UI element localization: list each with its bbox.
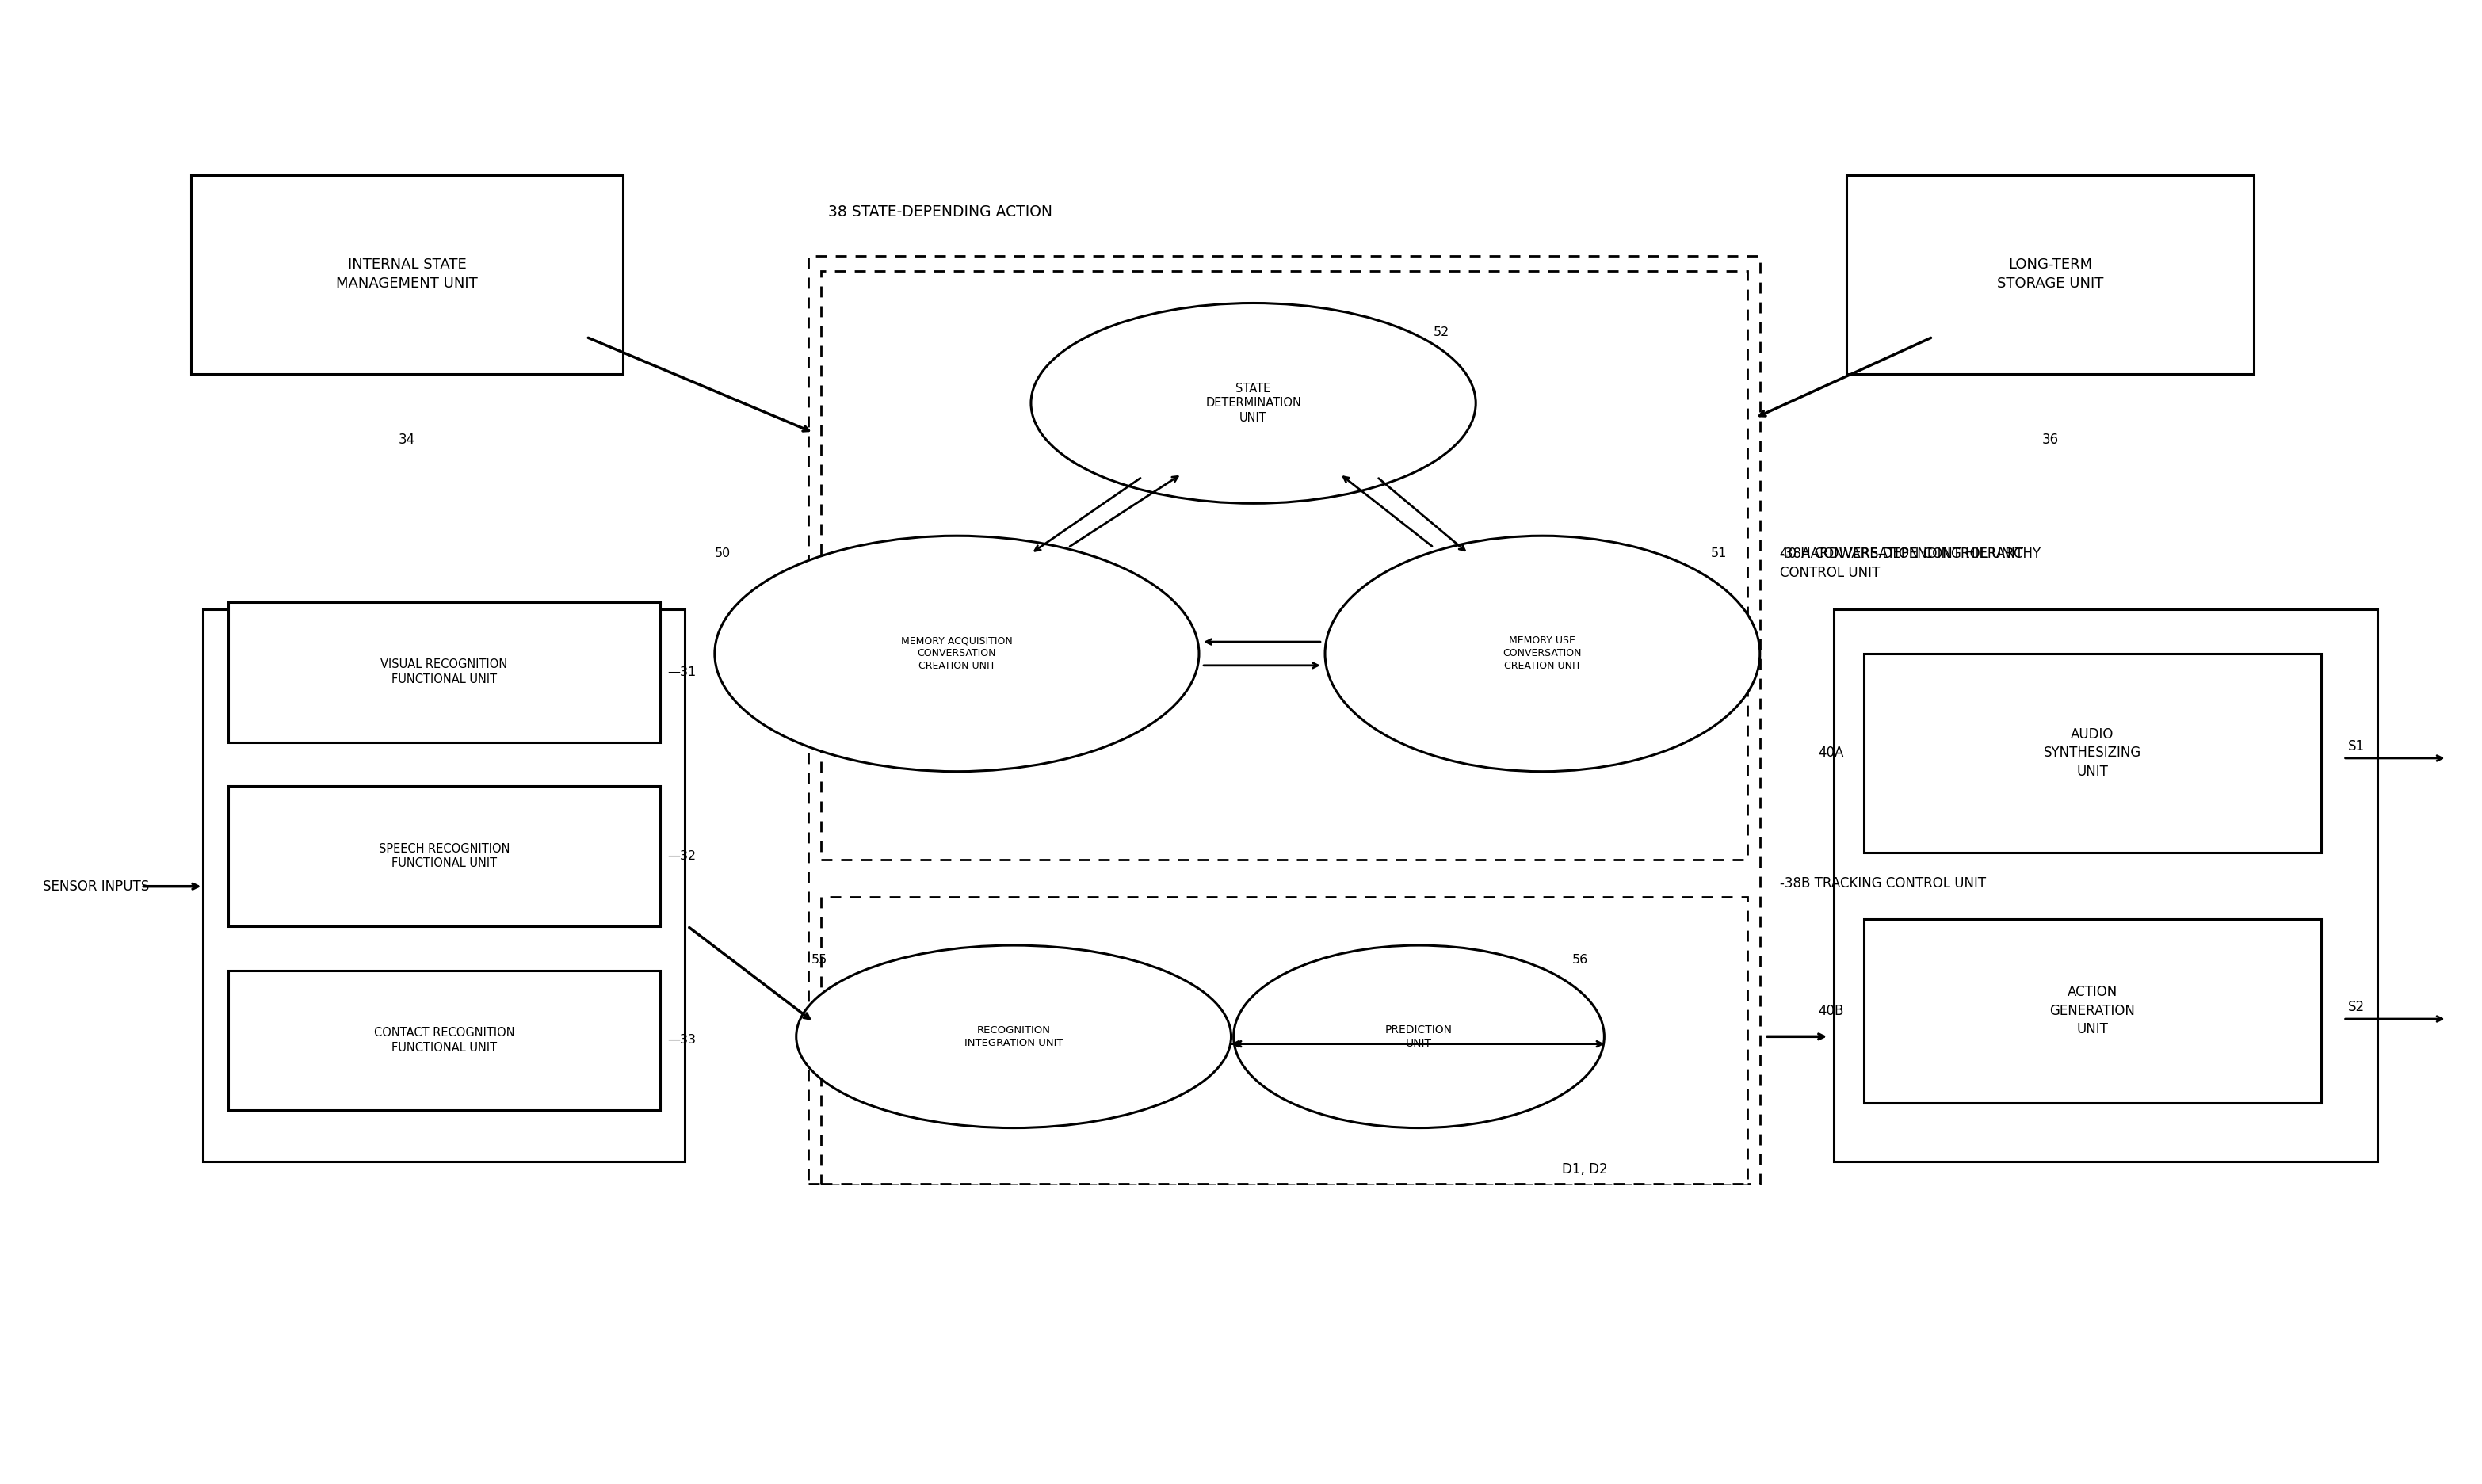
Bar: [228, 971, 660, 1110]
Ellipse shape: [1234, 945, 1603, 1128]
Text: D1, D2: D1, D2: [1561, 1162, 1608, 1177]
Text: -38B TRACKING CONTROL UNIT: -38B TRACKING CONTROL UNIT: [1780, 876, 1986, 890]
Text: 40 HARDWARE-DEPENDING HIERARCHY
CONTROL UNIT: 40 HARDWARE-DEPENDING HIERARCHY CONTROL …: [1780, 548, 2040, 580]
Text: LONG-TERM
STORAGE UNIT: LONG-TERM STORAGE UNIT: [1998, 258, 2102, 291]
Bar: [822, 896, 1747, 1184]
Text: INTERNAL STATE
MANAGEMENT UNIT: INTERNAL STATE MANAGEMENT UNIT: [335, 258, 479, 291]
Text: VISUAL RECOGNITION
FUNCTIONAL UNIT: VISUAL RECOGNITION FUNCTIONAL UNIT: [380, 659, 509, 686]
Text: MEMORY USE
CONVERSATION
CREATION UNIT: MEMORY USE CONVERSATION CREATION UNIT: [1504, 635, 1581, 671]
Text: S1: S1: [2348, 739, 2365, 754]
Text: SENSOR INPUTS: SENSOR INPUTS: [42, 879, 149, 893]
Text: 50: 50: [715, 548, 730, 559]
Text: PREDICTION
UNIT: PREDICTION UNIT: [1385, 1024, 1452, 1049]
Bar: [228, 603, 660, 742]
Text: MEMORY ACQUISITION
CONVERSATION
CREATION UNIT: MEMORY ACQUISITION CONVERSATION CREATION…: [901, 635, 1013, 671]
Bar: [228, 787, 660, 926]
Text: 40B: 40B: [1819, 1003, 1844, 1018]
Text: 40A: 40A: [1819, 746, 1844, 760]
Text: ACTION
GENERATION
UNIT: ACTION GENERATION UNIT: [2050, 985, 2135, 1037]
Bar: [822, 270, 1747, 859]
Text: 38 STATE-DEPENDING ACTION: 38 STATE-DEPENDING ACTION: [829, 203, 1052, 220]
Bar: [1847, 175, 2254, 374]
Text: 52: 52: [1435, 326, 1449, 338]
Text: RECOGNITION
INTEGRATION UNIT: RECOGNITION INTEGRATION UNIT: [965, 1025, 1062, 1048]
Text: CONTACT RECOGNITION
FUNCTIONAL UNIT: CONTACT RECOGNITION FUNCTIONAL UNIT: [375, 1027, 514, 1054]
Bar: [809, 255, 1760, 1184]
Text: AUDIO
SYNTHESIZING
UNIT: AUDIO SYNTHESIZING UNIT: [2043, 727, 2142, 779]
Text: -38A CONVERSATION CONTROL UNIT: -38A CONVERSATION CONTROL UNIT: [1780, 546, 2023, 561]
Text: 56: 56: [1571, 954, 1588, 966]
Ellipse shape: [1325, 536, 1760, 772]
Text: STATE
DETERMINATION
UNIT: STATE DETERMINATION UNIT: [1206, 383, 1301, 424]
Text: —31: —31: [668, 666, 697, 678]
Bar: [204, 610, 685, 1162]
Text: 34: 34: [400, 433, 414, 447]
Bar: [1864, 653, 2321, 852]
Text: 36: 36: [2043, 433, 2058, 447]
Bar: [1864, 919, 2321, 1103]
Bar: [191, 175, 623, 374]
Ellipse shape: [715, 536, 1199, 772]
Bar: [1834, 610, 2378, 1162]
Text: —33: —33: [668, 1034, 697, 1046]
Text: 51: 51: [1710, 548, 1727, 559]
Ellipse shape: [1030, 303, 1477, 503]
Ellipse shape: [797, 945, 1231, 1128]
Text: 55: 55: [812, 954, 827, 966]
Text: S2: S2: [2348, 1000, 2365, 1014]
Text: SPEECH RECOGNITION
FUNCTIONAL UNIT: SPEECH RECOGNITION FUNCTIONAL UNIT: [380, 843, 509, 870]
Text: —32: —32: [668, 850, 697, 862]
